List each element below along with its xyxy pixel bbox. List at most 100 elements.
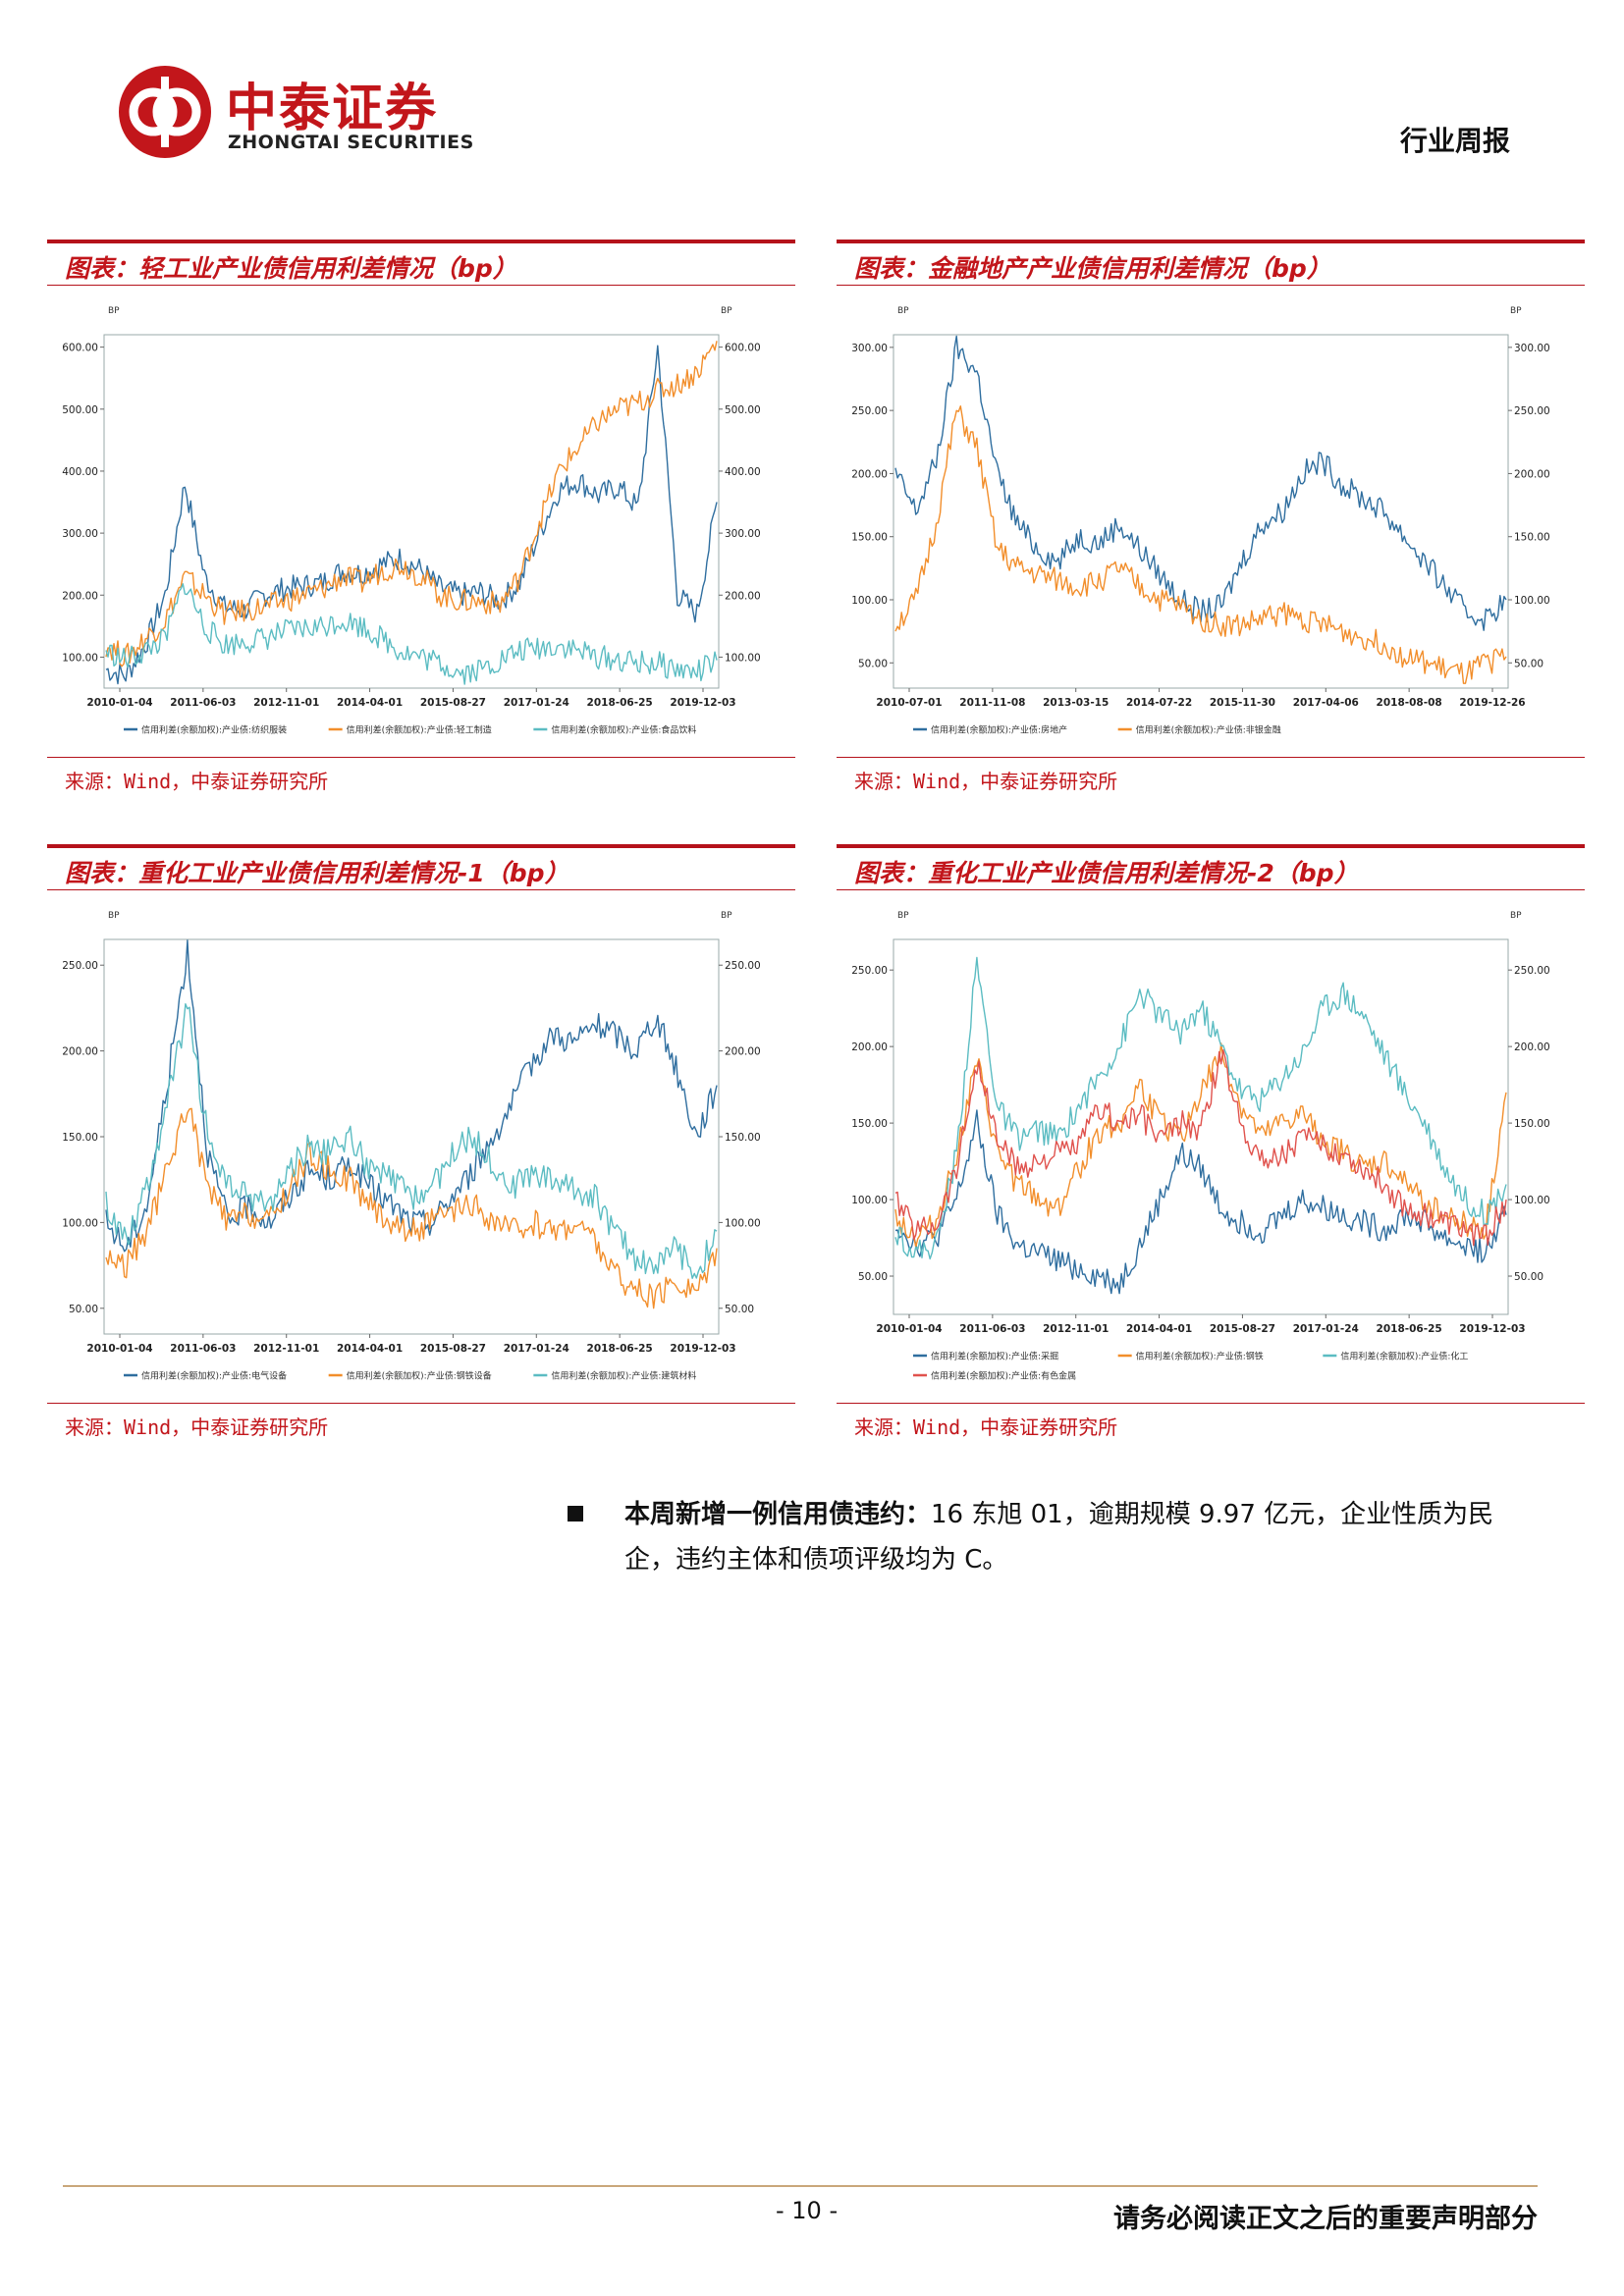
x-tick-label: 2011-06-03 (959, 1323, 1025, 1335)
y-tick-label-right: 300.00 (725, 528, 761, 540)
footer-divider (63, 2185, 1538, 2187)
legend-label: 信用利差(余额加权):产业债:化工 (1340, 1351, 1468, 1362)
y-axis-unit-left: BP (108, 306, 120, 316)
y-tick-label-right: 150.00 (1514, 532, 1550, 544)
series-line (105, 1107, 718, 1309)
logo-chinese-name: 中泰证券 (226, 80, 439, 138)
y-tick-label-right: 600.00 (725, 343, 761, 354)
x-tick-label: 2019-12-03 (1459, 1323, 1525, 1335)
x-tick-label: 2014-07-22 (1126, 697, 1192, 709)
y-tick-label-left: 250.00 (851, 965, 888, 977)
x-tick-label: 2014-04-01 (337, 1343, 403, 1355)
legend-label: 信用利差(余额加权):产业债:有色金属 (931, 1370, 1076, 1382)
y-tick-label-left: 200.00 (851, 1041, 888, 1053)
x-tick-label: 2010-01-04 (876, 1323, 942, 1335)
panel-header: 图表：重化工业产业债信用利差情况-2（bp） (837, 844, 1585, 890)
x-tick-label: 2015-08-27 (420, 697, 486, 709)
x-tick-label: 2012-11-01 (1043, 1323, 1109, 1335)
series-line (105, 1002, 718, 1279)
y-tick-label-left: 400.00 (62, 466, 98, 478)
x-tick-label: 2018-06-25 (587, 697, 653, 709)
y-tick-label-right: 250.00 (1514, 965, 1550, 977)
plot-area (103, 938, 720, 1335)
x-tick-label: 2019-12-03 (670, 697, 735, 709)
series-line (105, 939, 718, 1253)
chart-panel-light-industry: 图表：轻工业产业债信用利差情况（bp） BP BP 600.00 600.00 500.… (47, 240, 795, 795)
y-tick-label-left: 100.00 (62, 652, 98, 664)
y-axis-unit-right: BP (1510, 306, 1522, 316)
panel-footer: 来源：Wind，中泰证券研究所 (47, 757, 795, 795)
legend-label: 信用利差(余额加权):产业债:纺织服装 (141, 724, 287, 736)
default-news-bullet: 本周新增一例信用债违约：16 东旭 01，逾期规模 9.97 亿元，企业性质为民… (568, 1492, 1520, 1582)
y-axis-unit-left: BP (108, 911, 120, 921)
y-tick-label-left: 200.00 (62, 1046, 98, 1058)
x-tick-label: 2015-08-27 (1210, 1323, 1275, 1335)
y-tick-label-left: 150.00 (851, 1118, 888, 1130)
legend-label: 信用利差(余额加权):产业债:钢铁 (1136, 1351, 1264, 1362)
x-tick-label: 2011-06-03 (170, 697, 236, 709)
y-tick-label-left: 250.00 (62, 960, 98, 972)
chart-source: 来源：Wind，中泰证券研究所 (65, 770, 329, 793)
y-tick-label-left: 50.00 (858, 1271, 888, 1283)
y-axis-unit-left: BP (897, 911, 909, 921)
x-tick-label: 2010-01-04 (86, 697, 152, 709)
y-tick-label-right: 300.00 (1514, 343, 1550, 354)
plot-area (103, 334, 720, 689)
legend-label: 信用利差(余额加权):产业债:非银金融 (1136, 724, 1281, 736)
y-tick-label-right: 50.00 (1514, 658, 1543, 669)
series-line (894, 1048, 1507, 1247)
x-tick-label: 2017-04-06 (1293, 697, 1359, 709)
x-tick-label: 2018-08-08 (1377, 697, 1442, 709)
panel-header: 图表：轻工业产业债信用利差情况（bp） (47, 240, 795, 286)
square-bullet-icon (568, 1506, 583, 1522)
y-tick-label-left: 600.00 (62, 343, 98, 354)
chart-source: 来源：Wind，中泰证券研究所 (854, 1415, 1118, 1439)
legend-label: 信用利差(余额加权):产业债:采掘 (931, 1351, 1058, 1362)
x-tick-label: 2014-04-01 (337, 697, 403, 709)
y-tick-label-right: 400.00 (725, 466, 761, 478)
credit-spread-chart-financial-realestate: BP BP 300.00 300.00 250.00 250.00 200.00 200.00… (851, 306, 1550, 736)
zhongtai-logo-icon (119, 66, 211, 158)
chart-panel-heavy-industry-1: 图表：重化工业产业债信用利差情况-1（bp） BP BP 250.00 250.00 2… (47, 844, 795, 1441)
x-tick-label: 2010-01-04 (86, 1343, 152, 1355)
x-tick-label: 2012-11-01 (253, 1343, 319, 1355)
y-tick-label-right: 250.00 (725, 960, 761, 972)
series-line (894, 335, 1507, 631)
disclaimer-note: 请务必阅读正文之后的重要声明部分 (1113, 2204, 1538, 2234)
y-tick-label-left: 300.00 (62, 528, 98, 540)
x-tick-label: 2018-06-25 (1377, 1323, 1442, 1335)
x-tick-label: 2010-07-01 (876, 697, 942, 709)
legend-label: 信用利差(余额加权):产业债:轻工制造 (347, 724, 492, 736)
x-tick-label: 2015-11-30 (1210, 697, 1275, 709)
chart-panel-heavy-industry-2: 图表：重化工业产业债信用利差情况-2（bp） BP BP 250.00 250.00 2… (837, 844, 1585, 1441)
y-axis-unit-right: BP (721, 306, 732, 316)
bullet-paragraph: 本周新增一例信用债违约：16 东旭 01，逾期规模 9.97 亿元，企业性质为民… (624, 1492, 1520, 1582)
chart-title: 图表：金融地产产业债信用利差情况（bp） (854, 254, 1331, 283)
x-tick-label: 2012-11-01 (253, 697, 319, 709)
legend-label: 信用利差(余额加权):产业债:建筑材料 (551, 1370, 696, 1382)
y-tick-label-left: 50.00 (69, 1304, 98, 1315)
y-axis-unit-right: BP (1510, 911, 1522, 921)
y-tick-label-right: 50.00 (725, 1304, 754, 1315)
x-tick-label: 2019-12-26 (1459, 697, 1525, 709)
legend-label: 信用利差(余额加权):产业债:房地产 (931, 724, 1067, 736)
y-tick-label-right: 500.00 (725, 404, 761, 416)
plot-area (893, 938, 1509, 1315)
y-tick-label-right: 200.00 (1514, 1041, 1550, 1053)
panel-footer: 来源：Wind，中泰证券研究所 (837, 757, 1585, 795)
y-tick-label-right: 100.00 (725, 1217, 761, 1229)
x-tick-label: 2018-06-25 (587, 1343, 653, 1355)
y-tick-label-right: 100.00 (725, 652, 761, 664)
x-tick-label: 2013-03-15 (1043, 697, 1109, 709)
x-tick-label: 2014-04-01 (1126, 1323, 1192, 1335)
series-line (105, 345, 718, 685)
series-line (894, 956, 1507, 1260)
y-tick-label-left: 500.00 (62, 404, 98, 416)
panel-header: 图表：重化工业产业债信用利差情况-1（bp） (47, 844, 795, 890)
y-axis-unit-left: BP (897, 306, 909, 316)
y-tick-label-right: 50.00 (1514, 1271, 1543, 1283)
legend-label: 信用利差(余额加权):产业债:食品饮料 (551, 724, 696, 736)
series-line (894, 1109, 1507, 1295)
x-tick-label: 2017-01-24 (504, 697, 569, 709)
x-tick-label: 2011-11-08 (959, 697, 1025, 709)
